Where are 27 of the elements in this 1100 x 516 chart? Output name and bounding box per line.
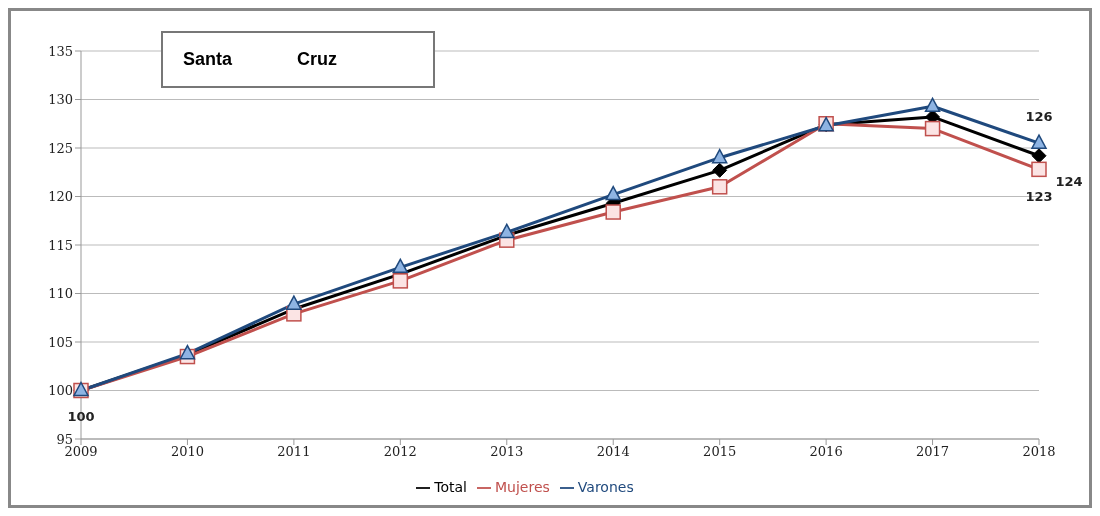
y-tick-label: 100 [48,383,73,399]
data-label: 124 [1055,173,1083,189]
y-tick-label: 130 [48,92,73,108]
legend-label: Total [434,479,467,495]
x-tick-label: 2010 [170,444,204,460]
x-tick-label: 2016 [809,444,843,460]
x-tick-label: 2018 [1022,444,1056,460]
y-tick-label: 120 [48,189,73,205]
data-label: 126 [1025,109,1053,125]
y-tick-label: 105 [48,334,73,350]
data-label: 123 [1025,189,1053,205]
y-tick-label: 110 [48,286,73,302]
x-tick-label: 2009 [64,444,98,460]
x-tick-label: 2011 [277,444,311,460]
x-tick-label: 2012 [383,444,417,460]
y-tick-label: 135 [48,43,73,59]
x-tick-label: 2017 [916,444,950,460]
x-tick-label: 2014 [596,444,630,460]
x-tick-label: 2013 [490,444,524,460]
x-tick-label: 2015 [703,444,737,460]
legend-label: Mujeres [495,479,550,495]
data-label: 100 [67,408,95,424]
y-tick-label: 95 [56,431,73,447]
y-tick-label: 115 [48,237,73,253]
text-box: Santa Cruz [161,31,435,88]
y-tick-label: 125 [48,140,73,156]
legend-label: Varones [577,479,634,495]
